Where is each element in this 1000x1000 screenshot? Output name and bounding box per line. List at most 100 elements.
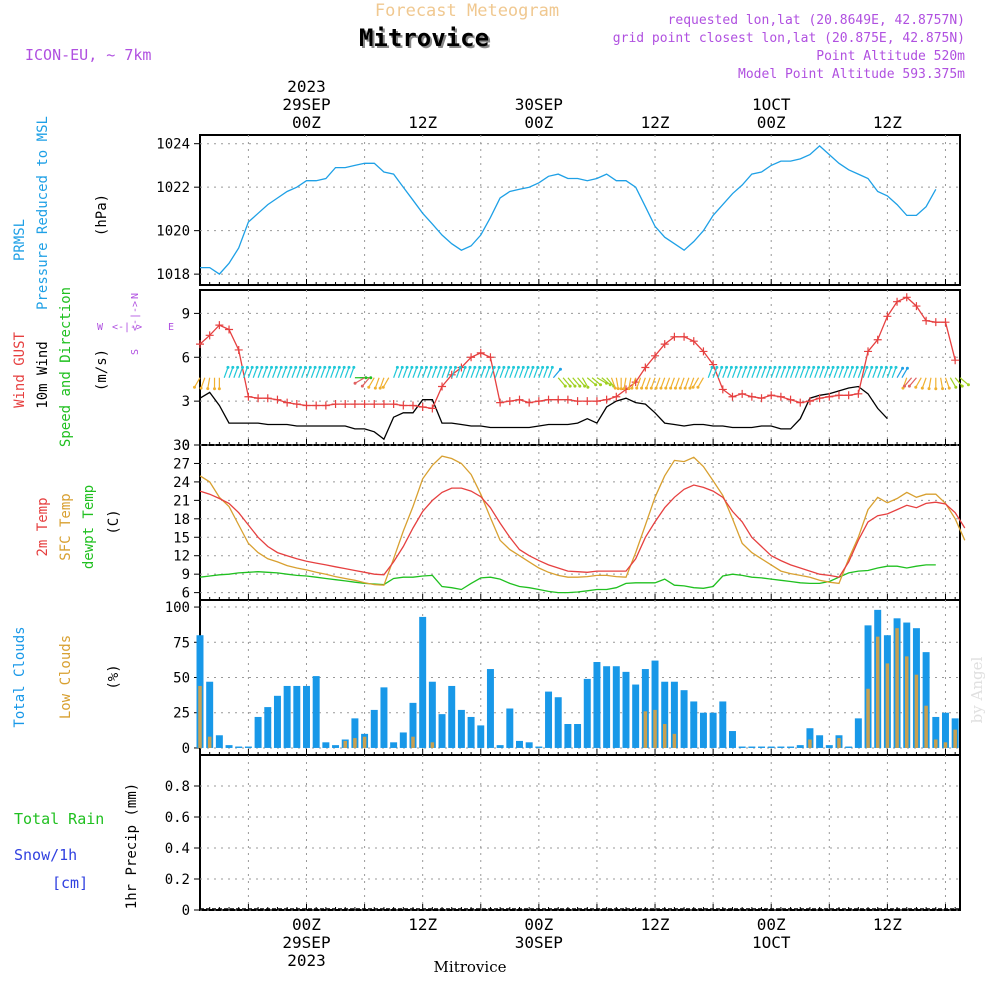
precip-label-2: Snow/1h <box>14 846 77 864</box>
gust-marker <box>834 391 843 400</box>
wind-direction-arrow <box>344 367 350 378</box>
gust-marker <box>757 394 766 403</box>
wind-arrow-head <box>715 365 719 369</box>
compass-e: E <box>168 322 174 333</box>
wind-direction-arrow <box>267 367 273 378</box>
total-cloud-bar <box>390 742 398 748</box>
wind-direction-arrow <box>286 367 292 378</box>
total-cloud-bar <box>767 746 775 748</box>
wind-arrow-head <box>434 365 438 369</box>
gust-marker <box>505 397 514 406</box>
gust-marker <box>563 395 572 404</box>
wind-arrow-head <box>884 365 888 369</box>
total-cloud-bar <box>254 716 262 748</box>
gust-marker <box>592 397 601 406</box>
total-cloud-bar <box>796 745 804 748</box>
wind-arrow-head <box>429 365 433 369</box>
total-cloud-bar <box>419 616 427 748</box>
wind-direction-arrow <box>193 377 201 388</box>
wind-arrow-head <box>526 365 530 369</box>
wind-direction-arrow <box>325 367 331 378</box>
wind-direction-arrow <box>954 377 963 387</box>
wind-series <box>193 293 970 441</box>
wind-arrow-head <box>792 365 796 369</box>
wind-arrow-head <box>678 386 682 390</box>
wind-arrow-head <box>378 386 382 390</box>
wind-direction-arrow <box>547 367 553 378</box>
wind-direction-arrow <box>645 377 651 389</box>
wind-arrow-head <box>373 386 377 390</box>
wind-y-tick-label: 9 <box>182 306 190 322</box>
total-cloud-bar <box>312 676 320 748</box>
wind-direction-arrow <box>393 367 398 378</box>
total-cloud-bar <box>486 669 494 748</box>
wind-direction-arrow <box>301 367 306 378</box>
gust-marker <box>738 389 747 398</box>
wind-direction-arrow <box>567 377 576 387</box>
total-cloud-bar <box>351 718 359 748</box>
wind-direction-arrow <box>543 367 549 378</box>
wind-arrow-head <box>688 386 692 390</box>
total-cloud-bar <box>283 685 291 748</box>
low-cloud-bar <box>866 688 870 748</box>
gust-marker <box>515 395 524 404</box>
wind-direction-arrow <box>305 367 311 378</box>
total-cloud-bar <box>709 712 717 748</box>
wind-arrow-head <box>213 387 217 391</box>
wind-arrow-head <box>217 387 221 391</box>
wind-arrow-head <box>303 365 307 369</box>
wind-direction-arrow <box>940 377 944 389</box>
wind-arrow-head <box>342 365 346 369</box>
wind-arrow-head <box>199 386 203 390</box>
wind-arrow-head <box>934 387 938 391</box>
wind-arrow-head <box>487 365 491 369</box>
wind-arrow-head <box>563 384 567 388</box>
wind-direction-arrow <box>843 367 849 378</box>
wind-direction-arrow <box>397 367 403 378</box>
gust-marker <box>273 395 282 404</box>
gust-marker <box>931 318 940 327</box>
total-cloud-bar <box>235 746 243 748</box>
low-cloud-bar <box>643 711 648 748</box>
wind-direction-arrow <box>257 367 263 378</box>
wind-arrow-head <box>821 365 825 369</box>
clouds-y-tick-label: 50 <box>173 671 190 687</box>
wind-y-tick-label: 0 <box>182 438 190 454</box>
wind-direction-arrow <box>596 377 607 384</box>
precip-y-tick-label: 0.4 <box>165 841 190 857</box>
precip-y-tick-label: 0.6 <box>165 810 190 826</box>
gust-marker <box>254 394 263 403</box>
total-cloud-bar <box>777 746 785 748</box>
wind-direction-arrow <box>746 367 752 378</box>
pressure-line <box>200 145 937 275</box>
wind-arrow-head <box>594 383 598 387</box>
total-cloud-bar <box>535 746 543 748</box>
wind-arrow-head <box>865 365 869 369</box>
wind-direction-arrow <box>944 377 950 389</box>
wind-arrow-head <box>673 386 677 390</box>
wind-direction-arrow <box>494 367 500 378</box>
gust-marker <box>244 392 253 401</box>
wind-direction-arrow <box>886 367 892 378</box>
gust-marker <box>854 389 863 398</box>
low-cloud-bar <box>875 636 880 748</box>
wind-direction-arrow <box>446 367 452 378</box>
total-cloud-bar <box>622 671 630 748</box>
wind-arrow-head <box>439 365 443 369</box>
top-time-label: 2023 <box>287 77 326 96</box>
wind-unit: (m/s) <box>94 349 110 391</box>
precip-panel: 0 0.2 0.4 0.6 0.8 <box>165 754 961 919</box>
gust-marker <box>312 401 321 410</box>
wind-arrow-head <box>879 365 883 369</box>
wind-direction-arrow <box>809 367 815 378</box>
gust-marker <box>670 332 679 341</box>
wind-direction-arrow <box>243 367 248 378</box>
wind-arrow-head <box>367 385 371 389</box>
wind-arrow-head <box>444 365 448 369</box>
total-cloud-bar <box>273 695 281 748</box>
wind-arrow-head <box>458 365 462 369</box>
bottom-time-label: 29SEP <box>282 933 330 952</box>
gust-marker <box>844 391 853 400</box>
low-cloud-bar <box>934 739 938 748</box>
total-cloud-bar <box>399 732 407 748</box>
